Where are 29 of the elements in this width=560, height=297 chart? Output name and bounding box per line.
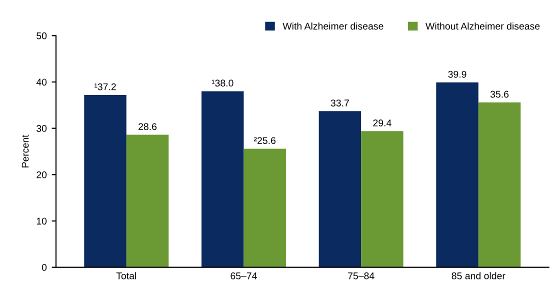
bar: [84, 94, 126, 268]
data-label: 39.9: [448, 70, 466, 78]
data-label: 28.6: [138, 123, 157, 130]
x-tick-label: 75–84: [348, 272, 374, 280]
bar: [361, 131, 404, 268]
y-tick-label: 30: [36, 125, 47, 132]
y-tick-label: 10: [36, 218, 47, 225]
x-tick-label: 85 and older: [452, 272, 506, 280]
bar: [318, 111, 362, 268]
bar: [201, 91, 244, 268]
bar: [126, 134, 169, 268]
data-label: 33.7: [330, 100, 349, 106]
x-tick-label: Total: [116, 272, 136, 280]
y-tick-label: 40: [36, 78, 47, 86]
bar: [244, 148, 286, 268]
data-label: ¹37.2: [94, 83, 116, 90]
data-label: 29.4: [373, 120, 392, 126]
bar: [436, 82, 478, 268]
y-tick-label: 0: [42, 264, 47, 271]
x-tick-label: 65–74: [230, 272, 257, 280]
y-axis-title: Percent: [22, 134, 29, 168]
bar: [478, 102, 521, 268]
data-label: ²25.6: [254, 137, 276, 144]
data-label: 35.6: [490, 90, 509, 98]
data-label: ¹38.0: [212, 80, 234, 87]
legend-label: With Alzheimer disease: [282, 22, 384, 30]
y-tick-label: 20: [36, 171, 47, 178]
legend-label: Without Alzheimer disease: [426, 22, 540, 30]
y-tick-label: 50: [36, 32, 47, 40]
